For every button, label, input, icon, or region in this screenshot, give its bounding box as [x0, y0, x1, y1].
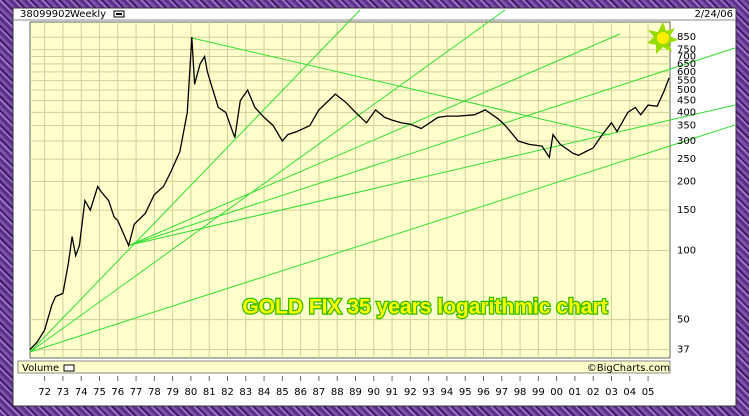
x-tick-label: 82: [221, 387, 234, 398]
x-tick-label: 72: [38, 387, 51, 398]
volume-label: Volume: [22, 363, 59, 374]
x-tick-label: 93: [422, 387, 435, 398]
x-tick-label: 92: [404, 387, 417, 398]
trend-line: [29, 9, 506, 353]
x-tick-label: 96: [477, 387, 490, 398]
price-line: [29, 37, 670, 351]
credit: ©BigCharts.com: [587, 363, 670, 374]
trend-line: [29, 9, 361, 353]
x-tick-label: 95: [459, 387, 472, 398]
x-tick-label: 85: [276, 387, 289, 398]
y-tick-label: 250: [677, 154, 696, 165]
y-tick-label: 500: [677, 85, 696, 96]
trend-lines: [29, 9, 736, 353]
frequency: Weekly: [70, 9, 106, 20]
y-tick-label: 650: [677, 59, 696, 70]
y-tick-label: 400: [677, 107, 696, 118]
volume-strip: [17, 360, 671, 374]
y-tick-label: 700: [677, 52, 696, 63]
x-tick-label: 76: [111, 387, 124, 398]
x-tick-label: 97: [495, 387, 508, 398]
x-tick-label: 83: [239, 387, 252, 398]
x-tick-label: 78: [148, 387, 161, 398]
y-tick-label: 850: [677, 32, 696, 43]
y-tick-label: 550: [677, 76, 696, 87]
x-tick-label: 03: [605, 387, 618, 398]
sun-core: [657, 32, 669, 44]
x-tick-label: 89: [349, 387, 362, 398]
x-tick-label: 84: [258, 387, 271, 398]
x-tick-label: 99: [532, 387, 545, 398]
x-tick-label: 88: [331, 387, 344, 398]
symbol: 38099902: [20, 9, 71, 20]
annotation: GOLD FIX 35 years logarithmic chart: [242, 296, 607, 319]
y-tick-label: 37: [677, 345, 690, 356]
trend-line: [129, 104, 736, 246]
y-tick-label: 350: [677, 121, 696, 132]
volume-icon[interactable]: [63, 364, 75, 372]
x-tick-label: 86: [294, 387, 307, 398]
y-tick-label: 100: [677, 245, 696, 256]
x-tick-label: 04: [623, 387, 636, 398]
x-tick-label: 87: [313, 387, 326, 398]
x-tick-label: 94: [441, 387, 454, 398]
y-tick-label: 600: [677, 67, 696, 78]
trend-line: [129, 33, 621, 246]
x-tick-label: 05: [642, 387, 655, 398]
trend-line: [29, 124, 736, 353]
date: 2/24/06: [694, 9, 733, 20]
sun-icon: [647, 22, 678, 54]
y-tick-label: 200: [677, 176, 696, 187]
trend-line: [191, 37, 611, 136]
x-tick-label: 77: [130, 387, 143, 398]
x-tick-label: 73: [57, 387, 70, 398]
x-tick-label: 98: [514, 387, 527, 398]
x-tick-label: 02: [587, 387, 600, 398]
x-tick-label: 81: [203, 387, 216, 398]
x-tick-label: 01: [569, 387, 582, 398]
x-tick-label: 80: [185, 387, 198, 398]
x-tick-label: 74: [75, 387, 88, 398]
x-tick-label: 91: [386, 387, 399, 398]
plot-area: [29, 21, 671, 359]
y-tick-label: 450: [677, 96, 696, 107]
x-tick-label: 75: [93, 387, 106, 398]
x-tick-label: 90: [367, 387, 380, 398]
y-tick-label: 750: [677, 45, 696, 56]
trend-line: [129, 47, 736, 246]
x-tick-label: 00: [550, 387, 563, 398]
y-tick-label: 50: [677, 315, 690, 326]
x-tick-label: 79: [166, 387, 179, 398]
y-tick-label: 150: [677, 205, 696, 216]
y-tick-label: 300: [677, 136, 696, 147]
